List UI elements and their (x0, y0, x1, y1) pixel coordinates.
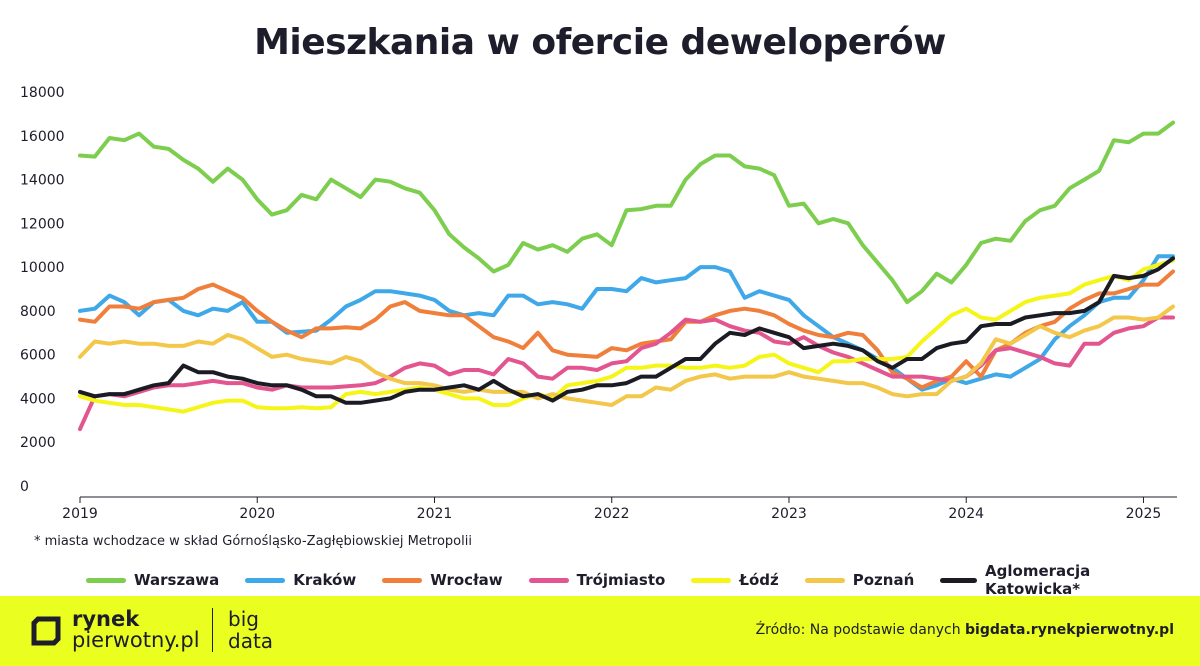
legend-label: Trójmiasto (576, 571, 666, 589)
series-line-3 (78, 315, 1175, 432)
logo-separator (212, 608, 213, 652)
x-tick-label: 2024 (948, 506, 984, 522)
y-tick-label: 16000 (20, 129, 65, 145)
y-tick-label: 8000 (20, 304, 56, 320)
legend-swatch (382, 577, 423, 583)
y-tick-label: 0 (20, 479, 29, 495)
legend: Warszawa Kraków Wrocław Trójmiasto Łódź Pozna… (86, 562, 1200, 598)
logo-line1: rynek (72, 607, 140, 631)
legend-item-2: Wrocław (382, 571, 503, 589)
legend-label: Łódź (739, 571, 779, 589)
x-axis: 2019 2020 2021 2022 2023 2024 2025 (62, 496, 1177, 522)
chart-title: Mieszkania w ofercie deweloperów (254, 22, 946, 63)
logo-text: rynek pierwotny.pl (72, 609, 200, 651)
legend-item-3: Trójmiasto (528, 571, 666, 589)
legend-swatch (245, 577, 286, 583)
y-tick-label: 12000 (20, 216, 65, 232)
legend-swatch (86, 577, 126, 583)
legend-label: Poznań (852, 571, 915, 589)
bigdata-line2: data (228, 629, 274, 653)
y-axis: 0 2000 4000 6000 8000 10000 12000 14000 16000 180… (20, 85, 65, 495)
footer-bar: rynek pierwotny.pl big data Źródło: Na p… (0, 596, 1200, 666)
line-chart: 0 2000 4000 6000 8000 10000 12000 14000 16000 180… (20, 85, 1177, 522)
legend-label: Warszawa (134, 571, 220, 589)
y-tick-label: 10000 (20, 260, 65, 276)
series-line-5 (78, 304, 1175, 407)
source-prefix: Źródło: Na podstawie danych (755, 622, 966, 638)
logo-line2: pierwotny.pl (72, 628, 200, 652)
x-tick-label: 2025 (1126, 506, 1162, 522)
footnote: * miasta wchodzace w skład Górnośląsko-Z… (34, 534, 472, 549)
bigdata-line1: big (228, 607, 259, 631)
legend-item-6: Aglomeracja Katowicka* (940, 562, 1174, 598)
legend-label: Wrocław (430, 571, 503, 589)
logo-mark-icon (31, 616, 61, 646)
x-tick-label: 2021 (417, 506, 453, 522)
y-tick-label: 2000 (20, 435, 56, 451)
legend-swatch (528, 577, 569, 583)
legend-label: Aglomeracja Katowicka* (985, 562, 1091, 598)
series-line-0 (78, 120, 1175, 305)
series-line-6 (78, 256, 1175, 405)
source-note: Źródło: Na podstawie danych bigdata.ryne… (756, 622, 1174, 638)
series-line-4 (78, 258, 1175, 414)
legend-item-0: Warszawa (86, 571, 219, 589)
y-tick-label: 14000 (20, 173, 65, 189)
legend-item-5: Poznań (804, 571, 915, 589)
y-tick-label: 18000 (20, 85, 65, 101)
x-tick-label: 2022 (594, 506, 630, 522)
y-tick-label: 4000 (20, 391, 56, 407)
series-line-2 (78, 269, 1175, 390)
bigdata-logo: big data (228, 608, 273, 652)
legend-item-1: Kraków (245, 571, 356, 589)
legend-swatch (691, 577, 732, 583)
legend-item-4: Łódź (691, 571, 779, 589)
y-tick-label: 6000 (20, 348, 56, 364)
x-tick-label: 2020 (239, 506, 275, 522)
legend-swatch (940, 577, 978, 583)
legend-swatch (804, 577, 845, 583)
x-tick-label: 2023 (771, 506, 807, 522)
legend-label: Kraków (293, 571, 357, 589)
x-tick-label: 2019 (62, 506, 98, 522)
series-line-1 (78, 254, 1175, 392)
source-link[interactable]: bigdata.rynekpierwotny.pl (965, 622, 1174, 638)
series-layer (78, 120, 1175, 432)
